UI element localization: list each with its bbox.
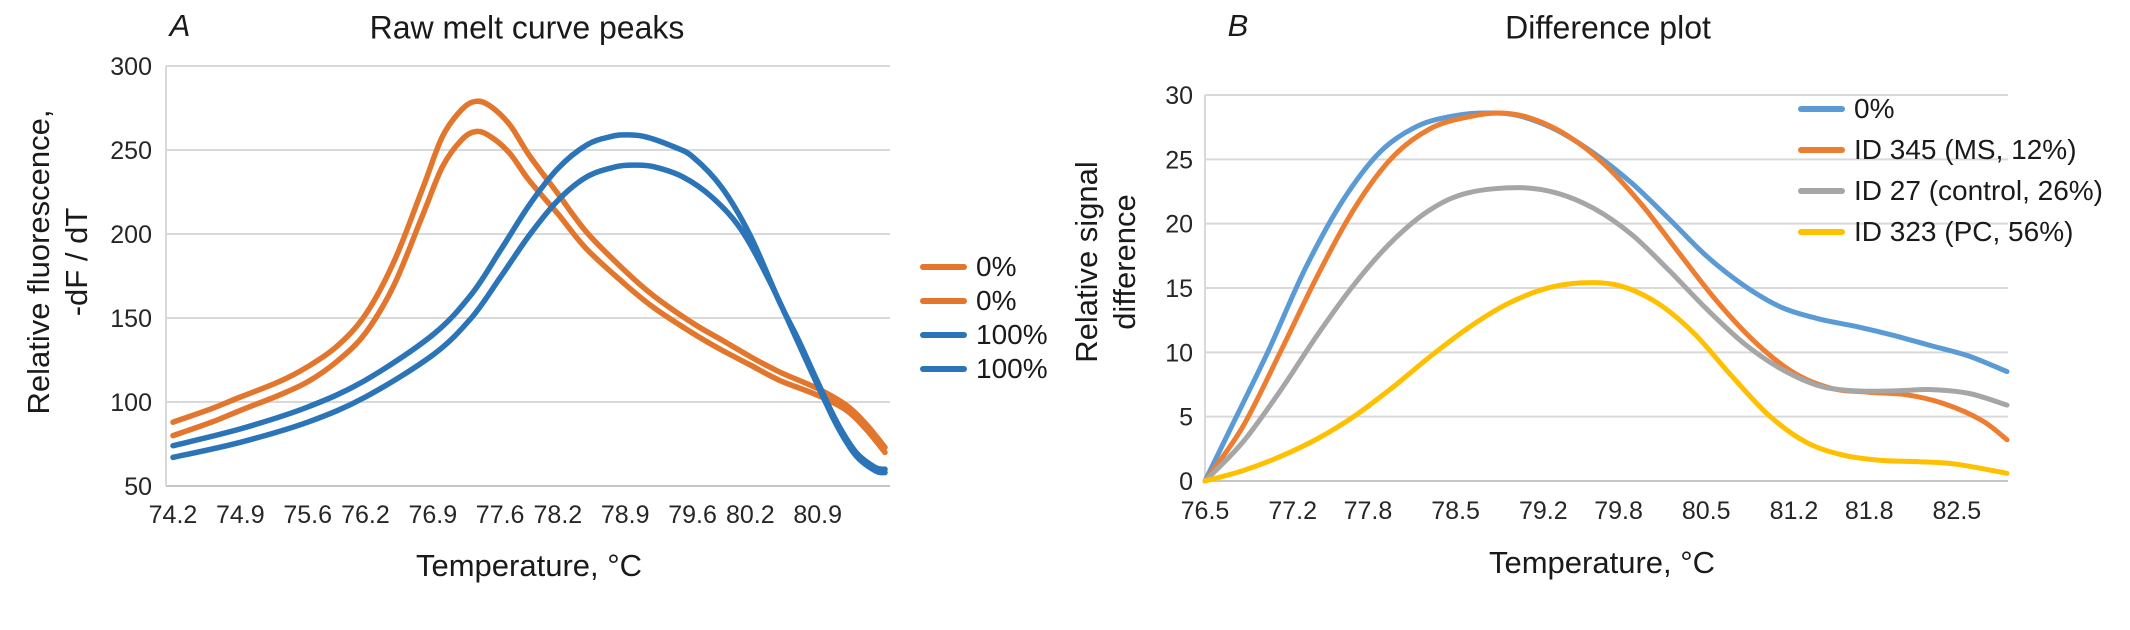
y-tick-label: 20 <box>1165 211 1193 239</box>
x-tick-label: 77.6 <box>476 501 525 529</box>
series-line-a-1-0% <box>170 128 888 456</box>
legend-swatch-gray <box>1798 187 1845 194</box>
legend-swatch-orange <box>1798 146 1845 153</box>
panel-letter-b: B <box>1227 8 1249 43</box>
legend-item: 0% <box>920 284 1048 318</box>
legend-item: 0% <box>920 250 1048 284</box>
y-tick-label: 25 <box>1165 146 1193 174</box>
y-tick-label: 300 <box>110 53 152 81</box>
y-tick-label: 150 <box>110 305 152 333</box>
x-tick-label: 76.5 <box>1181 497 1230 525</box>
x-tick-label: 82.5 <box>1933 497 1982 525</box>
x-axis-title-b: Temperature, °C <box>1488 545 1716 580</box>
y-axis-label-b-line2: difference <box>1107 194 1142 330</box>
x-tick-label: 80.2 <box>726 501 775 529</box>
y-axis-label-a: Relative fluorescence, -dF / dT <box>20 110 96 415</box>
legend-item: ID 27 (control, 26%) <box>1798 170 2103 211</box>
y-tick-label: 50 <box>124 473 152 501</box>
x-tick-label: 75.6 <box>283 501 332 529</box>
x-tick-label: 80.5 <box>1682 497 1731 525</box>
legend-item: 100% <box>920 318 1048 352</box>
legend-label: 0% <box>976 251 1017 282</box>
x-tick-label: 79.6 <box>668 501 717 529</box>
legend-label: ID 323 (PC, 56%) <box>1854 215 2074 247</box>
x-tick-label: 80.9 <box>793 501 842 529</box>
legend-b: 0% ID 345 (MS, 12%) ID 27 (control, 26%)… <box>1798 88 2103 252</box>
y-tick-label: 10 <box>1165 339 1193 367</box>
series-line-a-0-0% <box>170 98 888 451</box>
x-tick-label: 78.5 <box>1431 497 1480 525</box>
y-axis-label-a-line2: -dF / dT <box>59 207 94 317</box>
x-tick-label: 78.9 <box>601 501 650 529</box>
series-line-b-3-id-323-pc-56%- <box>1202 280 2010 484</box>
x-tick-label: 79.8 <box>1594 497 1643 525</box>
legend-label: 100% <box>976 319 1048 350</box>
x-tick-label: 78.2 <box>534 501 583 529</box>
x-axis-title-a: Temperature, °C <box>415 548 643 583</box>
y-tick-label: 200 <box>110 221 152 249</box>
y-tick-label: 30 <box>1165 82 1193 110</box>
chart-title-b: Difference plot <box>1505 9 1711 46</box>
legend-swatch-blue <box>920 332 967 338</box>
series-line-a-3-100% <box>170 162 888 476</box>
legend-label: 100% <box>976 353 1048 384</box>
legend-swatch-orange <box>920 264 967 270</box>
y-axis-label-a-line1: Relative fluorescence, <box>21 109 56 415</box>
y-tick-label: 250 <box>110 137 152 165</box>
y-tick-label: 15 <box>1165 275 1193 303</box>
x-tick-label: 76.2 <box>341 501 390 529</box>
y-tick-label: 100 <box>110 389 152 417</box>
legend-swatch-blue <box>1798 105 1845 112</box>
legend-label: ID 345 (MS, 12%) <box>1854 133 2077 165</box>
x-tick-label: 74.9 <box>216 501 265 529</box>
x-tick-label: 77.8 <box>1344 497 1393 525</box>
y-tick-label: 5 <box>1179 404 1193 432</box>
panel-letter-a: A <box>169 8 191 43</box>
legend-item: ID 345 (MS, 12%) <box>1798 129 2103 170</box>
x-tick-label: 76.9 <box>408 501 457 529</box>
x-tick-label: 79.2 <box>1519 497 1568 525</box>
chart-title-a: Raw melt curve peaks <box>369 9 685 46</box>
series-line-b-2-id-27-control-26%- <box>1202 185 2010 484</box>
y-axis-label-b-line1: Relative signal <box>1069 161 1104 363</box>
legend-item: 100% <box>920 352 1048 386</box>
legend-swatch-yellow <box>1798 228 1845 235</box>
x-tick-label: 81.2 <box>1770 497 1819 525</box>
legend-item: ID 323 (PC, 56%) <box>1798 211 2103 252</box>
legend-item: 0% <box>1798 88 2103 129</box>
y-tick-label: 0 <box>1179 468 1193 496</box>
y-axis-label-b: Relative signal difference <box>1068 161 1144 363</box>
legend-label: ID 27 (control, 26%) <box>1854 174 2103 206</box>
legend-swatch-orange <box>920 298 967 304</box>
legend-swatch-blue <box>920 366 967 372</box>
x-tick-label: 81.8 <box>1845 497 1894 525</box>
legend-label: 0% <box>976 285 1017 316</box>
legend-a: 0% 0% 100% 100% <box>920 250 1048 386</box>
x-tick-label: 74.2 <box>149 501 198 529</box>
legend-label: 0% <box>1854 92 1895 124</box>
x-tick-label: 77.2 <box>1268 497 1317 525</box>
